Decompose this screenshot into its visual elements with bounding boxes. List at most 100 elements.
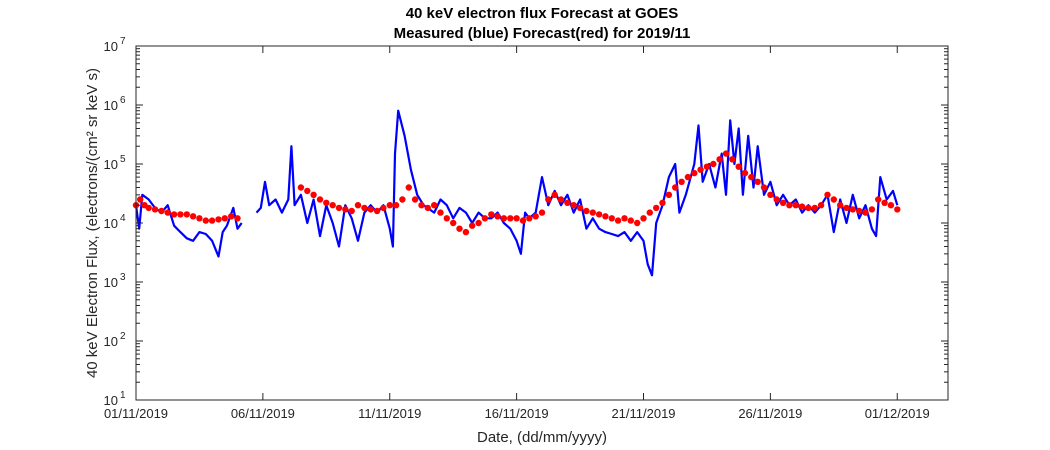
forecast-point [817,202,825,209]
forecast-point [532,213,539,220]
forecast-point [329,202,336,209]
forecast-point [234,215,241,222]
forecast-point [805,204,812,212]
forecast-point [665,191,673,198]
forecast-point [170,211,178,218]
forecast-point [431,202,438,209]
y-tick-exponent: 6 [120,95,126,106]
forecast-point [202,217,209,224]
forecast-point [748,173,755,181]
forecast-point [367,206,374,213]
forecast-point [335,204,343,212]
y-tick-label: 10 [104,393,118,408]
forecast-point [868,206,876,213]
forecast-point [297,184,305,191]
forecast-point [678,178,685,185]
forecast-point [659,199,666,206]
forecast-point [196,215,203,222]
y-tick-label: 10 [104,275,118,290]
forecast-point [716,156,723,163]
forecast-point [500,215,508,222]
forecast-point [208,217,216,224]
axes-box [135,45,949,401]
forecast-point [703,163,711,170]
forecast-point [621,215,628,222]
forecast-point [710,160,717,168]
x-tick-label: 26/11/2019 [738,406,802,421]
x-tick-label: 16/11/2019 [485,406,549,421]
forecast-point [354,202,362,209]
x-tick-label: 21/11/2019 [611,406,675,421]
y-tick-exponent: 2 [120,331,126,342]
forecast-point [450,219,457,227]
forecast-point [189,213,197,220]
forecast-point [526,215,533,222]
forecast-point [760,184,768,191]
forecast-point [386,202,393,209]
forecast-point [519,217,527,224]
forecast-point [348,207,355,215]
chart-title: 40 keV electron flux Forecast at GOES [406,5,679,22]
measured-series-line [134,109,899,277]
forecast-point [589,209,596,216]
forecast-point [862,209,869,216]
forecast-point [380,204,387,212]
forecast-point [494,213,501,220]
forecast-point [215,216,222,223]
x-tick-label: 11/11/2019 [358,406,421,421]
axes: 01/11/2019 06/11/2019 11/11/2019 16/11/2019… [104,36,949,421]
forecast-point [887,202,895,209]
forecast-point [640,215,647,222]
forecast-point [849,206,856,213]
forecast-point [418,202,425,209]
forecast-point [576,204,584,212]
forecast-point [137,196,144,203]
forecast-point [310,191,317,198]
forecast-point [779,199,787,206]
forecast-point [830,196,837,203]
forecast-point [754,178,761,185]
forecast-point [145,204,152,212]
forecast-point [837,202,844,209]
forecast-point [342,206,349,213]
forecast-point [158,207,165,215]
plot-area [132,109,901,277]
forecast-point [221,215,228,222]
forecast-point [570,202,577,209]
forecast-point [323,199,330,206]
forecast-point [627,217,634,224]
forecast-point [437,209,444,216]
y-axis-label: 40 keV Electron Flux, (electrons/(cm² sr… [84,68,101,378]
forecast-point [634,219,641,227]
forecast-point [392,202,400,209]
forecast-point [405,184,412,191]
forecast-point [843,204,850,212]
forecast-point [151,206,159,213]
forecast-point [488,211,495,218]
forecast-point [583,207,590,215]
y-tick-label: 10 [104,334,118,349]
forecast-point [875,196,882,203]
forecast-point [545,196,552,203]
y-tick-label: 10 [104,98,118,113]
forecast-point [557,196,565,203]
y-tick-label: 10 [104,216,118,231]
forecast-point [304,187,311,195]
forecast-point [462,228,470,236]
forecast-point [811,204,818,212]
forecast-point [481,215,489,222]
y-tick-exponent: 7 [120,36,126,47]
forecast-point [373,207,381,215]
forecast-point [469,222,476,229]
forecast-point [684,173,692,181]
y-tick-exponent: 5 [120,154,126,165]
chart-subtitle: Measured (blue) Forecast(red) for 2019/1… [394,25,691,42]
forecast-point [614,217,622,224]
forecast-point [551,191,558,198]
forecast-point [595,211,603,218]
forecast-point [538,209,546,216]
forecast-point [316,196,324,203]
y-tick-label: 10 [104,157,118,172]
forecast-point [881,199,888,206]
forecast-point [856,207,863,215]
